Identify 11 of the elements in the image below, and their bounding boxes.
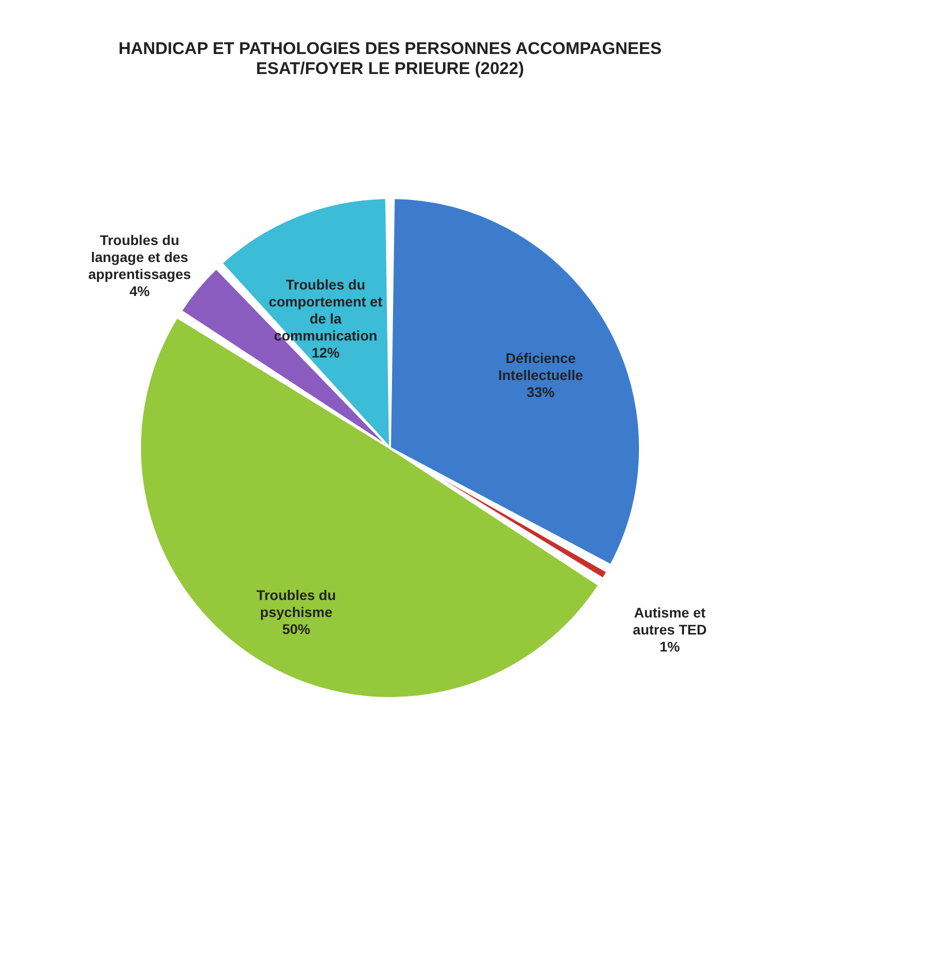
data-label: 50% [282,620,311,637]
data-label: 33% [526,384,556,400]
data-label: 12% [312,344,340,360]
chart-subtitle: ESAT/FOYER LE PRIEURE (2022) [256,59,524,78]
slice-label: Troubles du langage et des apprentissages [88,232,192,282]
slice-label: Autisme et autres TED [632,604,707,638]
slice-label: Troubles du psychisme [256,586,336,620]
data-label: 4% [129,282,150,299]
data-label: 1% [660,638,680,654]
slice-label: Déficience Intellectuelle [498,350,584,383]
chart-title: HANDICAP ET PATHOLOGIES DES PERSONNES ACCOMPAGNEES [118,39,662,58]
